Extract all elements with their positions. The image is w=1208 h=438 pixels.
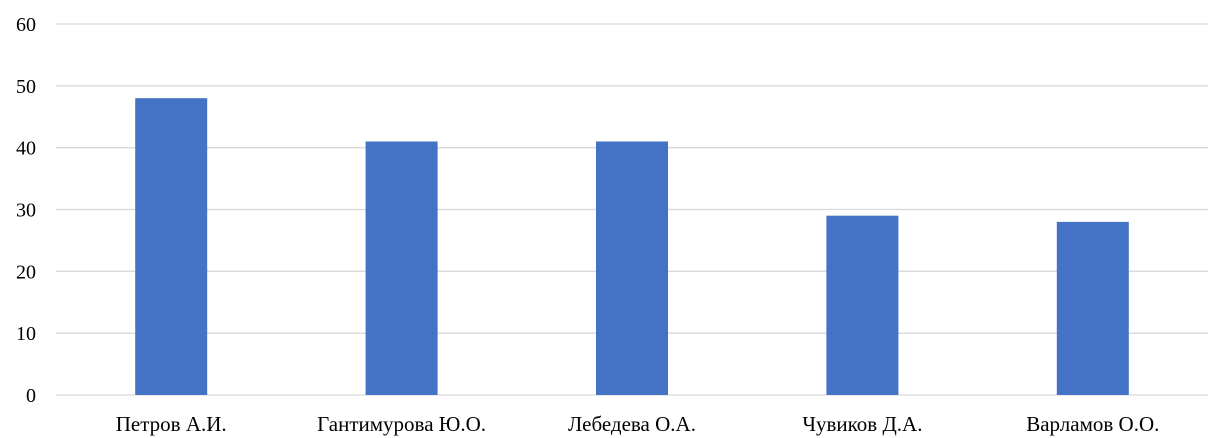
y-tick-label: 30 <box>16 200 36 222</box>
y-axis-tick-labels: 0 10 20 30 40 50 60 <box>16 14 36 407</box>
bar-3 <box>596 141 668 395</box>
x-category-label: Чувиков Д.А. <box>802 412 922 436</box>
x-category-label: Варламов О.О. <box>1026 412 1159 436</box>
x-category-label: Петров А.И. <box>116 412 227 436</box>
bar-5 <box>1056 221 1129 395</box>
y-tick-label: 0 <box>26 385 36 407</box>
y-tick-label: 10 <box>16 323 36 345</box>
bar-1 <box>135 98 208 395</box>
bar-2 <box>365 141 438 395</box>
x-category-label: Лебедева О.А. <box>568 412 696 436</box>
y-tick-label: 40 <box>16 138 36 160</box>
y-tick-label: 50 <box>16 76 36 98</box>
bar-4 <box>826 215 899 395</box>
y-tick-label: 20 <box>16 261 36 283</box>
x-category-label: Гантимурова Ю.О. <box>317 412 486 436</box>
x-axis-category-labels: Петров А.И. Гантимурова Ю.О. Лебедева О.А.… <box>116 412 1160 436</box>
bars <box>135 98 1129 395</box>
y-tick-label: 60 <box>16 14 36 36</box>
